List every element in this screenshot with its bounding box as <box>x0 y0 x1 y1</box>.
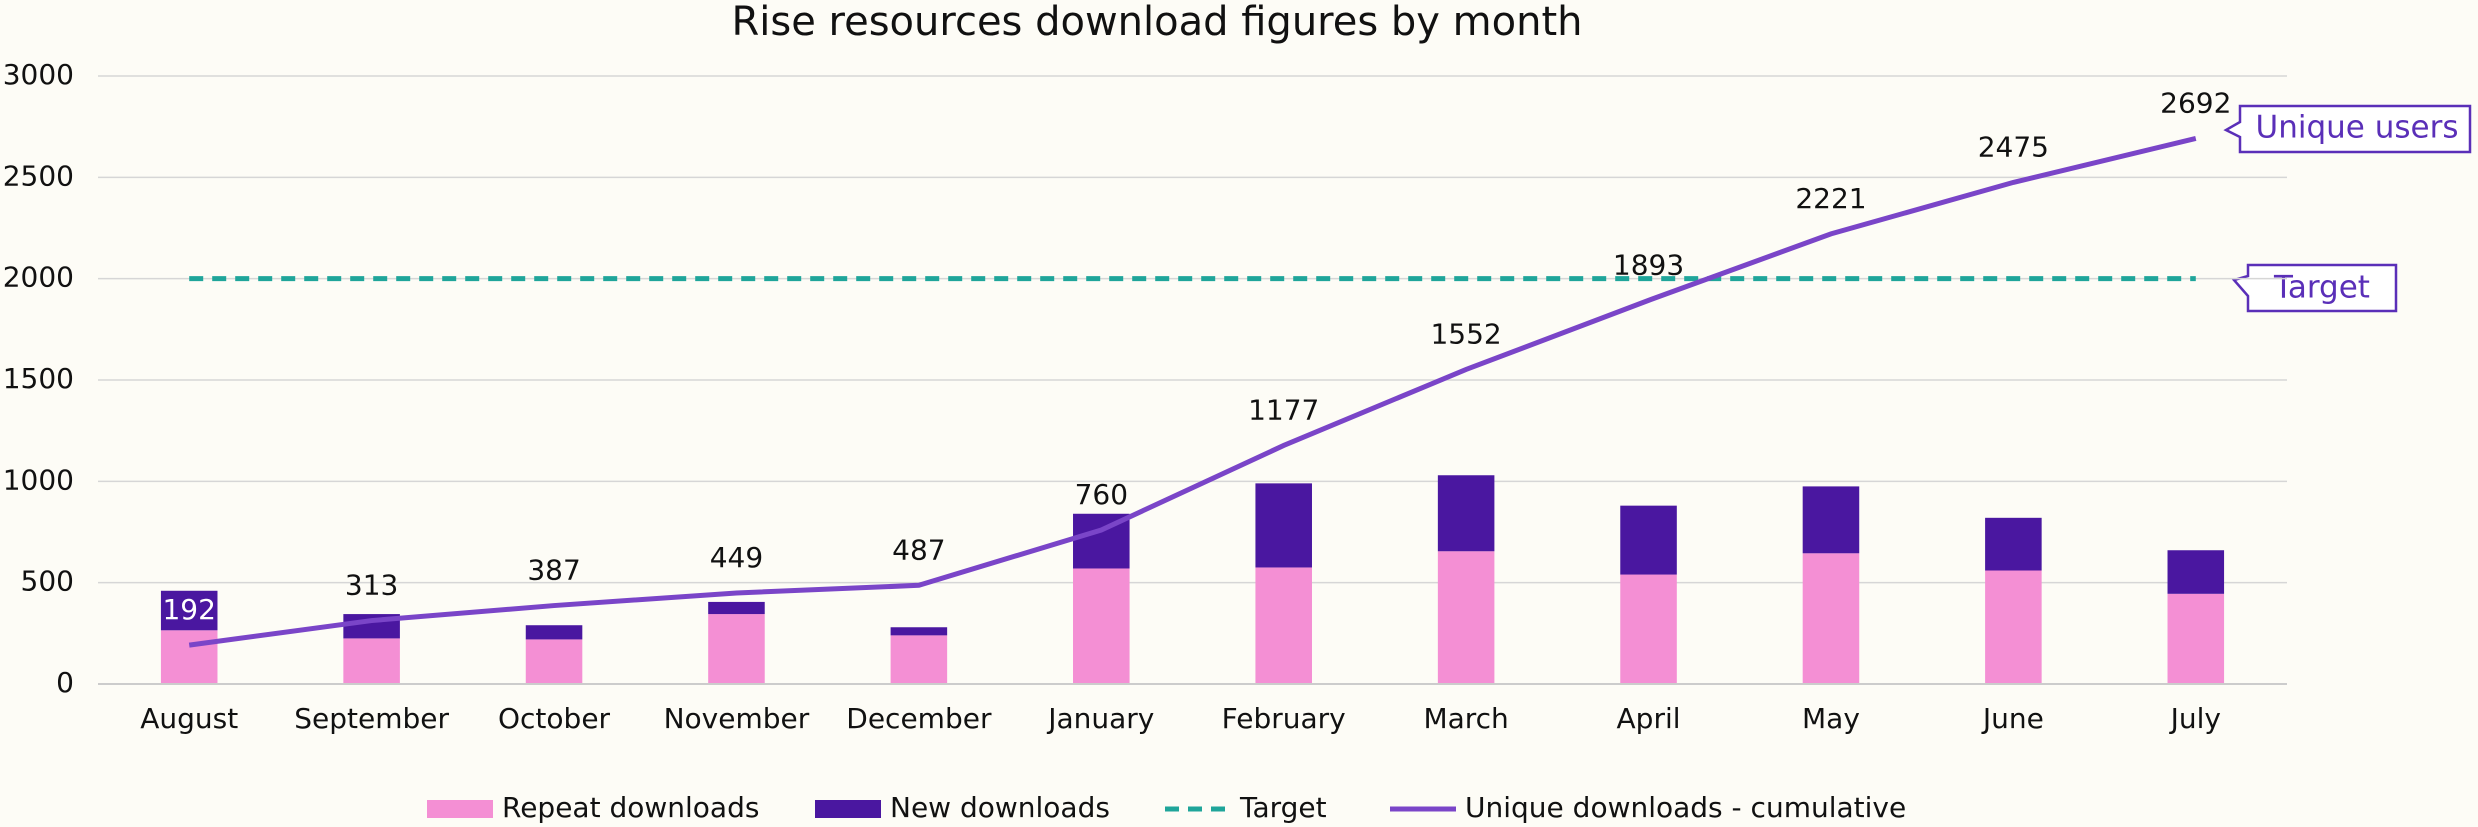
x-tick-label: November <box>664 702 810 735</box>
bar-segment <box>1802 553 1860 684</box>
x-tick-label: December <box>846 702 992 735</box>
y-tick-label: 1500 <box>3 362 74 395</box>
data-label: 1893 <box>1613 248 1684 281</box>
x-tick-label: February <box>1222 702 1346 735</box>
callout-target: Target <box>2231 263 2398 313</box>
callout-text: Target <box>2273 270 2370 306</box>
bar-segment <box>2167 550 2225 594</box>
bar-segment <box>1620 505 1677 575</box>
bar-segment <box>525 639 583 684</box>
y-tick-label: 500 <box>21 565 74 598</box>
bar-segment <box>1620 574 1677 684</box>
bar-segment <box>1802 486 1860 554</box>
bar-segment <box>1985 517 2042 571</box>
data-label: 2475 <box>1978 130 2049 163</box>
legend-label: Repeat downloads <box>502 791 759 824</box>
legend-label: Unique downloads - cumulative <box>1465 791 1906 824</box>
bar-segment <box>1255 483 1312 568</box>
chart-title: Rise resources download figures by month <box>731 0 1582 45</box>
y-tick-label: 3000 <box>3 58 74 91</box>
data-label: 2221 <box>1795 182 1866 215</box>
data-label: 449 <box>710 541 763 574</box>
data-label: 1177 <box>1248 393 1319 426</box>
y-tick-label: 2500 <box>3 159 74 192</box>
bar-segment <box>708 614 765 684</box>
callout-unique-users: Unique users <box>2223 104 2472 154</box>
bar-segment <box>1255 567 1312 684</box>
bar-segment <box>160 590 218 631</box>
x-tick-label: October <box>498 702 611 735</box>
legend-label: New downloads <box>890 791 1110 824</box>
bar-segment <box>1985 570 2042 684</box>
x-tick-label: August <box>140 702 238 735</box>
callout-box <box>2223 104 2472 154</box>
callout-text: Unique users <box>2256 110 2459 146</box>
bar-segment <box>1073 568 1130 684</box>
bar-segment <box>1437 551 1495 684</box>
y-tick-label: 1000 <box>3 463 74 496</box>
bar-segment <box>525 625 583 640</box>
x-tick-label: April <box>1617 702 1681 735</box>
x-tick-label: March <box>1423 702 1508 735</box>
bar-segment <box>890 627 948 636</box>
x-tick-label: June <box>1981 702 2044 735</box>
bar-segment <box>160 630 218 684</box>
legend-swatch <box>815 800 881 818</box>
bar-segment <box>2167 593 2225 684</box>
line-series <box>188 135 2197 648</box>
data-label: 487 <box>892 533 945 566</box>
legend-label: Target <box>1239 791 1327 824</box>
y-tick-label: 2000 <box>3 261 74 294</box>
data-label: 2692 <box>2160 86 2231 119</box>
data-label: 387 <box>527 554 580 587</box>
bar-segment <box>890 635 948 684</box>
bar-segment <box>708 601 765 615</box>
data-label: 313 <box>345 569 398 602</box>
x-tick-label: January <box>1046 702 1154 735</box>
x-tick-label: May <box>1802 702 1860 735</box>
bar-segment <box>1437 475 1495 552</box>
legend-swatch <box>427 800 493 818</box>
x-tick-label: July <box>2169 702 2221 735</box>
x-tick-label: September <box>294 702 449 735</box>
y-tick-label: 0 <box>56 666 74 699</box>
data-label: 1552 <box>1430 317 1501 350</box>
data-label: 192 <box>162 593 215 626</box>
data-label: 760 <box>1075 478 1128 511</box>
bar-segment <box>343 638 400 684</box>
callout-box <box>2231 263 2398 313</box>
